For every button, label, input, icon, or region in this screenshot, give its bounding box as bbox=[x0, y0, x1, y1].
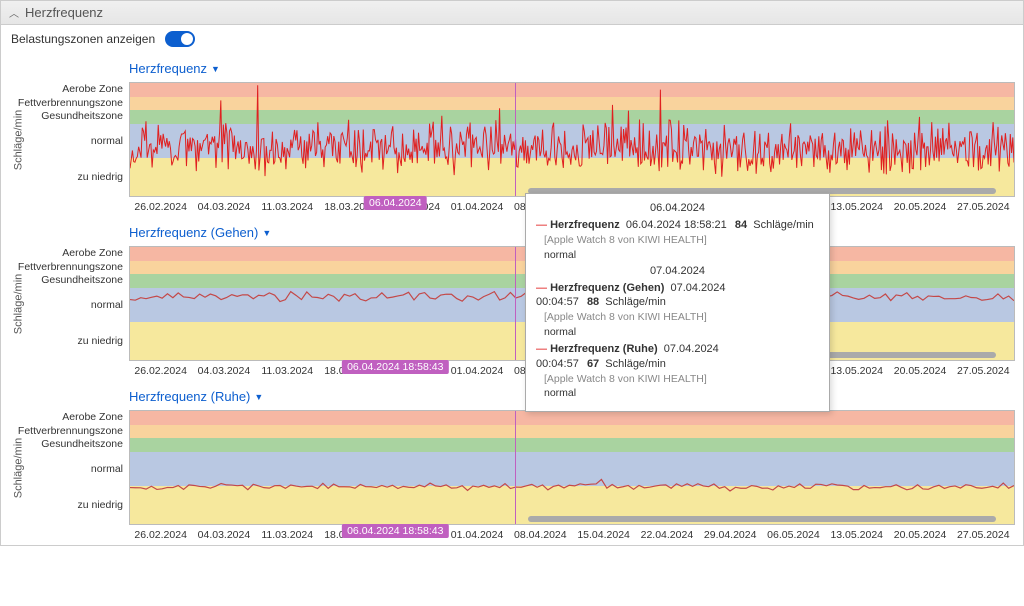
x-tick-label: 11.03.2024 bbox=[256, 365, 319, 377]
x-tick-label: 08.04.2024 bbox=[509, 529, 572, 541]
panel-header[interactable]: ︿ Herzfrequenz bbox=[1, 1, 1023, 25]
chevron-down-icon: ▼ bbox=[262, 228, 271, 238]
y-tick-label: zu niedrig bbox=[27, 158, 129, 197]
y-axis-label: Schläge/min bbox=[12, 437, 24, 498]
cursor-line bbox=[515, 411, 516, 524]
x-tick-label: 26.02.2024 bbox=[129, 201, 192, 213]
chevron-down-icon: ▼ bbox=[254, 392, 263, 402]
zones-toggle[interactable] bbox=[165, 31, 195, 47]
tooltip-entry: — Herzfrequenz (Gehen) 07.04.2024 00:04:… bbox=[536, 281, 819, 340]
x-tick-label: 22.04.2024 bbox=[635, 529, 698, 541]
y-tick-label: Fettverbrennungszone bbox=[27, 260, 129, 274]
collapse-icon[interactable]: ︿ bbox=[9, 5, 19, 20]
line-series bbox=[130, 411, 1014, 524]
y-tick-label: normal bbox=[27, 287, 129, 322]
y-tick-label: zu niedrig bbox=[27, 486, 129, 525]
tooltip-date: 06.04.2024 bbox=[536, 202, 819, 214]
x-tick-label: 26.02.2024 bbox=[129, 529, 192, 541]
tooltip-date: 07.04.2024 bbox=[536, 265, 819, 277]
y-axis-label: Schläge/min bbox=[12, 109, 24, 170]
cursor-line bbox=[515, 83, 516, 196]
x-tick-label: 27.05.2024 bbox=[952, 529, 1015, 541]
x-tick-label: 27.05.2024 bbox=[952, 201, 1015, 213]
y-tick-label: Gesundheitszone bbox=[27, 274, 129, 288]
cursor-date-badge: 06.04.2024 18:58:43 bbox=[342, 524, 448, 538]
x-axis: 26.02.202404.03.202411.03.202418.03.2024… bbox=[9, 525, 1015, 541]
x-tick-label: 06.05.2024 bbox=[762, 529, 825, 541]
y-tick-label: Gesundheitszone bbox=[27, 438, 129, 452]
y-tick-label: Aerobe Zone bbox=[27, 246, 129, 260]
y-tick-label: Fettverbrennungszone bbox=[27, 424, 129, 438]
x-tick-label: 27.05.2024 bbox=[952, 365, 1015, 377]
toggle-label: Belastungszonen anzeigen bbox=[11, 32, 155, 46]
x-tick-label: 04.03.2024 bbox=[192, 529, 255, 541]
x-axis: 26.02.202404.03.202411.03.202418.03.2024… bbox=[9, 197, 1015, 213]
x-tick-label: 01.04.2024 bbox=[445, 529, 508, 541]
chevron-down-icon: ▼ bbox=[211, 64, 220, 74]
x-tick-label: 01.04.2024 bbox=[445, 201, 508, 213]
chart-title-dropdown[interactable]: Herzfrequenz (Ruhe)▼ bbox=[9, 381, 1015, 410]
x-tick-label: 20.05.2024 bbox=[888, 529, 951, 541]
y-axis-label: Schläge/min bbox=[12, 273, 24, 334]
cursor-line bbox=[515, 247, 516, 360]
y-tick-label: Gesundheitszone bbox=[27, 110, 129, 124]
x-tick-label: 11.03.2024 bbox=[256, 529, 319, 541]
x-axis: 26.02.202404.03.202411.03.202418.03.2024… bbox=[9, 361, 1015, 377]
chart-block: Herzfrequenz (Ruhe)▼ Schläge/min Aerobe Zo… bbox=[1, 381, 1023, 545]
x-tick-label: 13.05.2024 bbox=[825, 201, 888, 213]
y-tick-label: zu niedrig bbox=[27, 322, 129, 361]
cursor-date-badge: 06.04.2024 bbox=[364, 196, 427, 210]
tooltip-entry: — Herzfrequenz (Ruhe) 07.04.2024 00:04:5… bbox=[536, 342, 819, 401]
heart-rate-panel: ︿ Herzfrequenz Belastungszonen anzeigen … bbox=[0, 0, 1024, 546]
y-tick-label: Aerobe Zone bbox=[27, 410, 129, 424]
x-tick-label: 26.02.2024 bbox=[129, 365, 192, 377]
y-tick-label: normal bbox=[27, 123, 129, 158]
chart-block: Herzfrequenz (Gehen)▼ Schläge/min Aerobe Z… bbox=[1, 217, 1023, 381]
x-tick-label: 11.03.2024 bbox=[256, 201, 319, 213]
chart-title-dropdown[interactable]: Herzfrequenz (Gehen)▼ bbox=[9, 217, 1015, 246]
hover-tooltip: 06.04.2024 — Herzfrequenz 06.04.2024 18:5… bbox=[525, 193, 830, 412]
y-tick-label: Fettverbrennungszone bbox=[27, 96, 129, 110]
cursor-date-badge: 06.04.2024 18:58:43 bbox=[342, 360, 448, 374]
range-scrollbar[interactable] bbox=[528, 516, 997, 522]
y-tick-label: Aerobe Zone bbox=[27, 82, 129, 96]
y-tick-label: normal bbox=[27, 451, 129, 486]
x-tick-label: 04.03.2024 bbox=[192, 201, 255, 213]
x-tick-label: 13.05.2024 bbox=[825, 529, 888, 541]
chart-plot-area[interactable] bbox=[129, 410, 1015, 525]
x-tick-label: 04.03.2024 bbox=[192, 365, 255, 377]
x-tick-label: 20.05.2024 bbox=[888, 201, 951, 213]
x-tick-label: 20.05.2024 bbox=[888, 365, 951, 377]
line-series bbox=[130, 83, 1014, 196]
chart-title-dropdown[interactable]: Herzfrequenz▼ bbox=[9, 53, 1015, 82]
toggle-row: Belastungszonen anzeigen bbox=[1, 25, 1023, 53]
x-tick-label: 01.04.2024 bbox=[445, 365, 508, 377]
x-tick-label: 13.05.2024 bbox=[825, 365, 888, 377]
tooltip-entry: — Herzfrequenz 06.04.2024 18:58:21 84 Sc… bbox=[536, 218, 819, 263]
panel-title: Herzfrequenz bbox=[25, 5, 103, 20]
chart-block: Herzfrequenz▼ Schläge/min Aerobe ZoneFettv… bbox=[1, 53, 1023, 217]
x-tick-label: 29.04.2024 bbox=[699, 529, 762, 541]
x-tick-label: 15.04.2024 bbox=[572, 529, 635, 541]
chart-plot-area[interactable] bbox=[129, 82, 1015, 197]
